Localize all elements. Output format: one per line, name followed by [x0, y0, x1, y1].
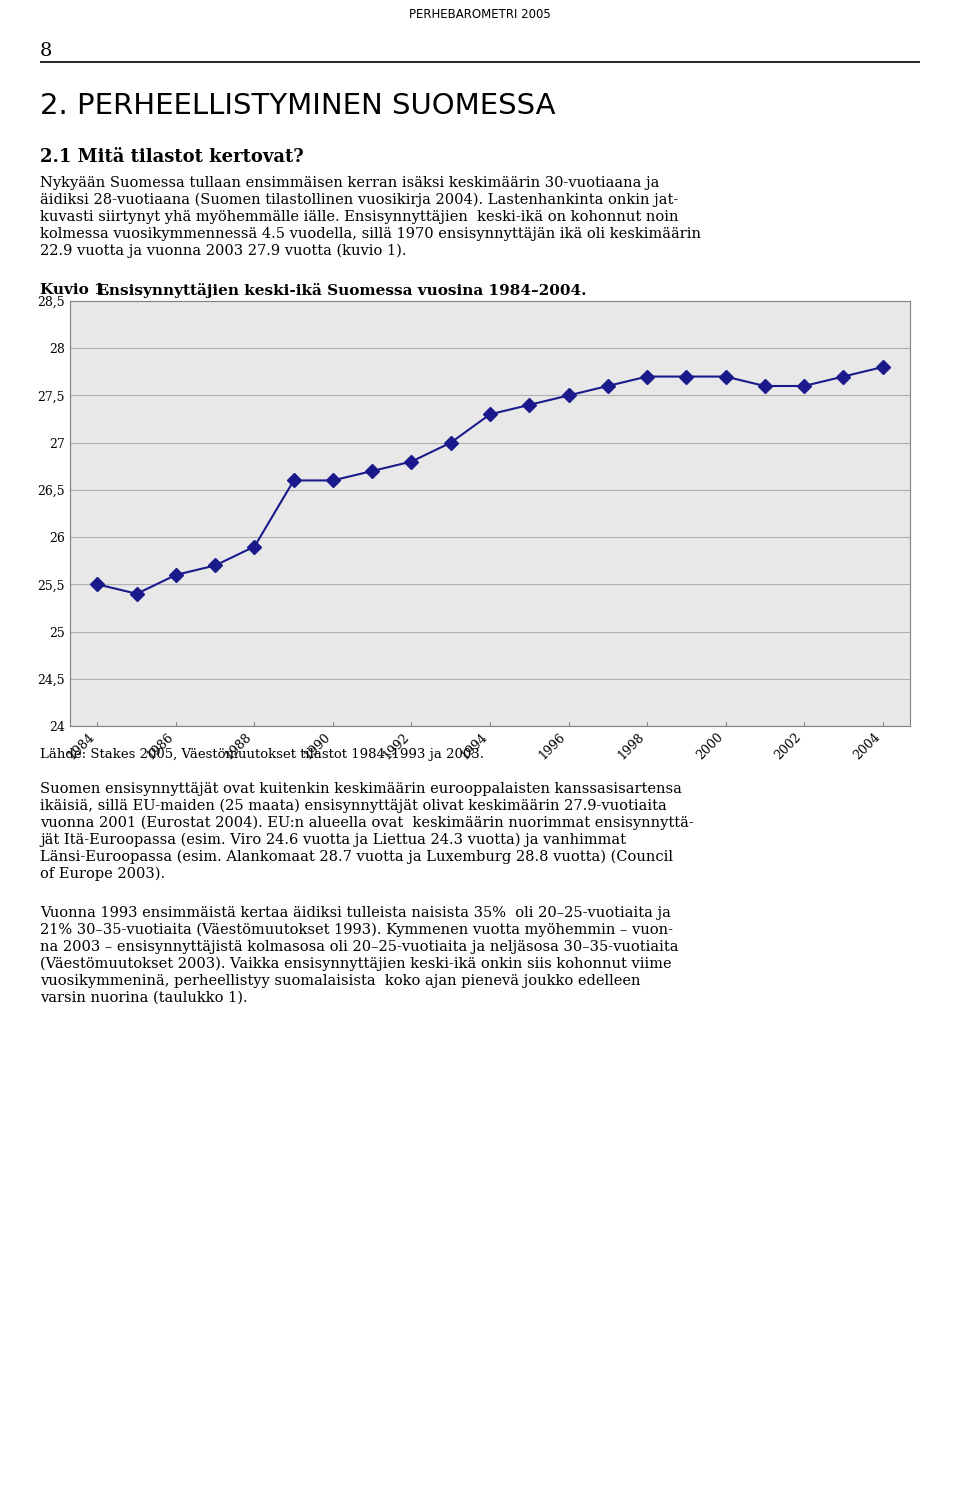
- Text: 8: 8: [40, 42, 53, 60]
- Text: jät Itä-Euroopassa (esim. Viro 24.6 vuotta ja Liettua 24.3 vuotta) ja vanhimmat: jät Itä-Euroopassa (esim. Viro 24.6 vuot…: [40, 834, 626, 847]
- Text: 22.9 vuotta ja vuonna 2003 27.9 vuotta (kuvio 1).: 22.9 vuotta ja vuonna 2003 27.9 vuotta (…: [40, 243, 406, 258]
- Text: kolmessa vuosikymmennessä 4.5 vuodella, sillä 1970 ensisynnyttäjän ikä oli keski: kolmessa vuosikymmennessä 4.5 vuodella, …: [40, 227, 701, 240]
- Text: Lähde: Stakes 2005, Väestömuutokset tilastot 1984–1993 ja 2003.: Lähde: Stakes 2005, Väestömuutokset tila…: [40, 748, 484, 762]
- Text: 2. PERHEELLISTYMINEN SUOMESSA: 2. PERHEELLISTYMINEN SUOMESSA: [40, 92, 556, 120]
- Text: (Väestömuutokset 2003). Vaikka ensisynnyttäjien keski-ikä onkin siis kohonnut vi: (Väestömuutokset 2003). Vaikka ensisynny…: [40, 957, 672, 972]
- Text: varsin nuorina (taulukko 1).: varsin nuorina (taulukko 1).: [40, 991, 248, 1005]
- Text: Ensisynnyttäjien keski-ikä Suomessa vuosina 1984–2004.: Ensisynnyttäjien keski-ikä Suomessa vuos…: [92, 282, 587, 297]
- Text: 21% 30–35-vuotiaita (Väestömuutokset 1993). Kymmenen vuotta myöhemmin – vuon-: 21% 30–35-vuotiaita (Väestömuutokset 199…: [40, 924, 673, 937]
- Text: of Europe 2003).: of Europe 2003).: [40, 867, 165, 882]
- Text: Länsi-Euroopassa (esim. Alankomaat 28.7 vuotta ja Luxemburg 28.8 vuotta) (Counci: Länsi-Euroopassa (esim. Alankomaat 28.7 …: [40, 850, 673, 864]
- Text: vuonna 2001 (Eurostat 2004). EU:n alueella ovat  keskimäärin nuorimmat ensisynny: vuonna 2001 (Eurostat 2004). EU:n alueel…: [40, 816, 694, 831]
- Text: 2.1 Mitä tilastot kertovat?: 2.1 Mitä tilastot kertovat?: [40, 149, 303, 167]
- Text: Nykyään Suomessa tullaan ensimmäisen kerran isäksi keskimäärin 30-vuotiaana ja: Nykyään Suomessa tullaan ensimmäisen ker…: [40, 176, 660, 189]
- Text: Kuvio 1.: Kuvio 1.: [40, 282, 110, 297]
- Text: na 2003 – ensisynnyttäjistä kolmasosa oli 20–25-vuotiaita ja neljäsosa 30–35-vuo: na 2003 – ensisynnyttäjistä kolmasosa ol…: [40, 940, 679, 954]
- Text: äidiksi 28-vuotiaana (Suomen tilastollinen vuosikirja 2004). Lastenhankinta onki: äidiksi 28-vuotiaana (Suomen tilastollin…: [40, 192, 679, 207]
- Text: kuvasti siirtynyt yhä myöhemmälle iälle. Ensisynnyttäjien  keski-ikä on kohonnut: kuvasti siirtynyt yhä myöhemmälle iälle.…: [40, 210, 679, 224]
- Text: ikäisiä, sillä EU-maiden (25 maata) ensisynnyttäjät olivat keskimäärin 27.9-vuot: ikäisiä, sillä EU-maiden (25 maata) ensi…: [40, 799, 667, 814]
- Text: Vuonna 1993 ensimmäistä kertaa äidiksi tulleista naisista 35%  oli 20–25-vuotiai: Vuonna 1993 ensimmäistä kertaa äidiksi t…: [40, 906, 671, 921]
- Text: Suomen ensisynnyttäjät ovat kuitenkin keskimäärin eurooppalaisten kanssasisarten: Suomen ensisynnyttäjät ovat kuitenkin ke…: [40, 783, 682, 796]
- Text: vuosikymmeninä, perheellistyy suomalaisista  koko ajan pienevä joukko edelleen: vuosikymmeninä, perheellistyy suomalaisi…: [40, 973, 640, 988]
- Text: PERHEBAROMETRI 2005: PERHEBAROMETRI 2005: [409, 8, 551, 21]
